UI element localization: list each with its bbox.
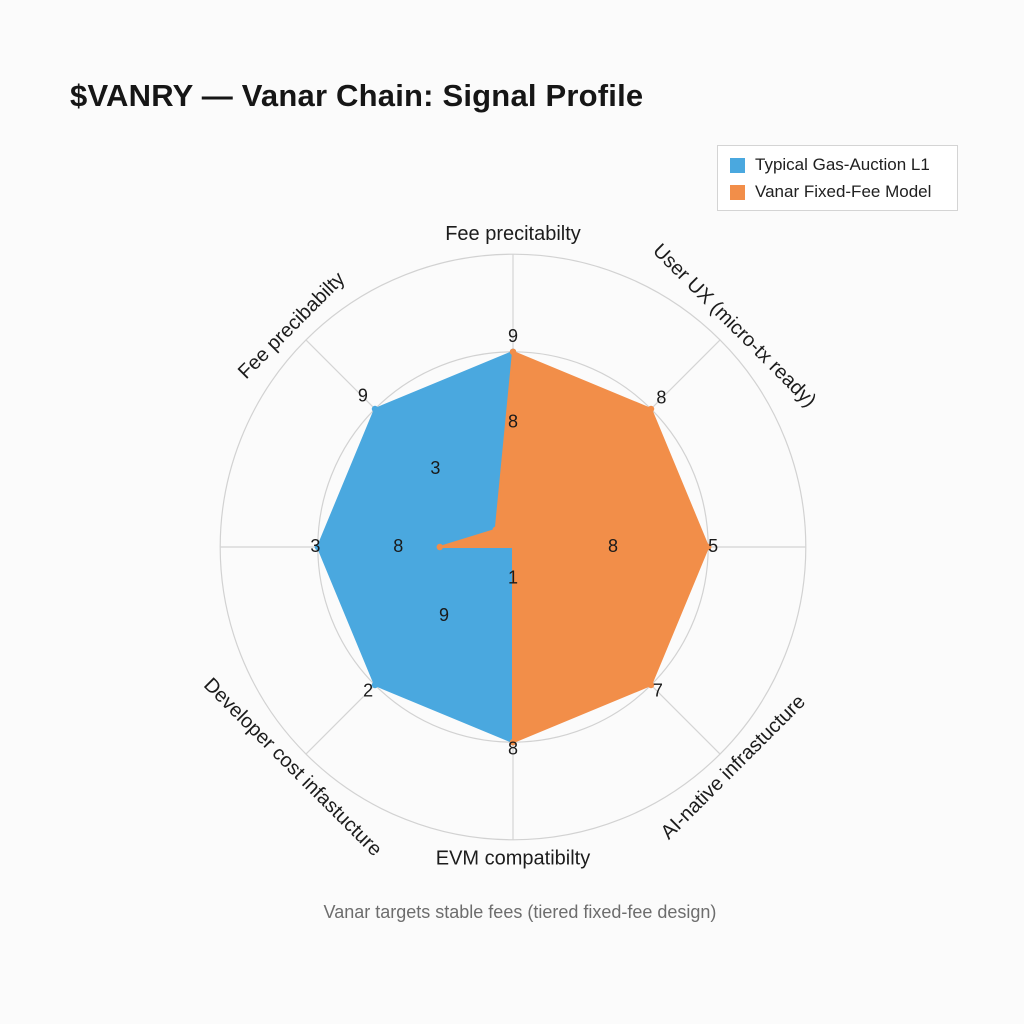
value-label: 8 <box>508 411 518 431</box>
legend-swatch-fixed-fee <box>730 184 745 200</box>
value-label: 1 <box>508 567 518 587</box>
value-label: 8 <box>393 536 403 556</box>
series-point <box>705 543 712 551</box>
value-label: 2 <box>363 681 373 701</box>
chart-title: $VANRY — Vanar Chain: Signal Profile <box>70 78 644 113</box>
series-point <box>509 348 517 355</box>
legend-swatch-gas-auction <box>730 157 745 173</box>
value-label: 3 <box>430 458 440 478</box>
value-label: 8 <box>608 536 618 556</box>
legend-item: Vanar Fixed-Fee Model <box>730 181 931 203</box>
series-point <box>647 681 655 689</box>
value-label: 9 <box>358 386 368 406</box>
series-point <box>509 739 517 746</box>
series-point <box>371 681 379 689</box>
series-point <box>314 543 321 551</box>
value-label: 8 <box>508 738 518 758</box>
series-point <box>436 543 443 551</box>
axis-label: EVM compatibilty <box>436 848 591 870</box>
series-point <box>371 405 379 413</box>
legend-label: Vanar Fixed-Fee Model <box>755 182 932 201</box>
axis-label: Fee precitabilty <box>445 223 581 245</box>
value-label: 9 <box>508 326 518 346</box>
value-label: 5 <box>708 536 718 556</box>
value-label: 8 <box>656 387 666 407</box>
value-labels: 9 8 8 5 8 7 8 2 9 3 8 9 3 1 <box>310 326 718 758</box>
series-point <box>492 526 499 533</box>
value-label: 3 <box>310 536 320 556</box>
legend: Typical Gas-Auction L1 Vanar Fixed-Fee M… <box>717 145 958 211</box>
legend-item: Typical Gas-Auction L1 <box>730 154 930 176</box>
value-label: 9 <box>439 605 449 625</box>
legend-label: Typical Gas-Auction L1 <box>755 155 930 174</box>
series-point <box>647 405 655 413</box>
radar-series <box>314 348 712 746</box>
value-label: 7 <box>653 681 663 701</box>
chart-caption: Vanar targets stable fees (tiered fixed-… <box>323 902 717 922</box>
